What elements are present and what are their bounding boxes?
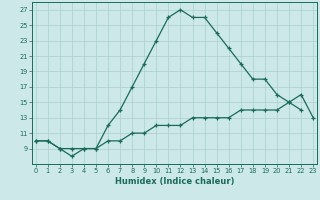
X-axis label: Humidex (Indice chaleur): Humidex (Indice chaleur)	[115, 177, 234, 186]
